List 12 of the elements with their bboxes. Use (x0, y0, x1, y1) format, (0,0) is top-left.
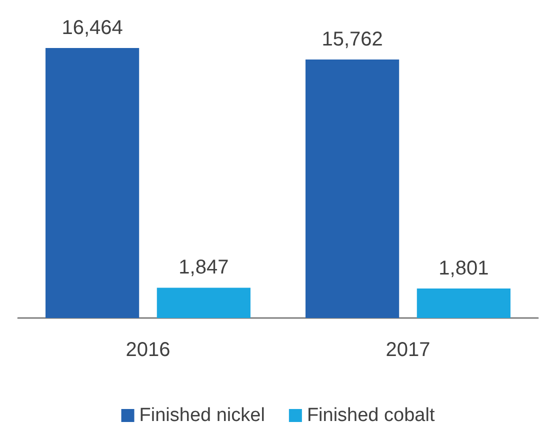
bar (156, 288, 250, 318)
data-label: 15,762 (322, 28, 383, 51)
data-label: 16,464 (62, 17, 123, 39)
x-tick-label: 2017 (386, 339, 430, 361)
data-label: 1,801 (438, 257, 489, 280)
data-label: 1,847 (178, 256, 229, 279)
bar (416, 288, 510, 318)
legend-label: Finished nickel (139, 405, 265, 426)
legend-label: Finished cobalt (306, 405, 436, 426)
x-tick-label: 2016 (126, 339, 170, 361)
bar (46, 48, 140, 318)
bar (306, 60, 400, 318)
